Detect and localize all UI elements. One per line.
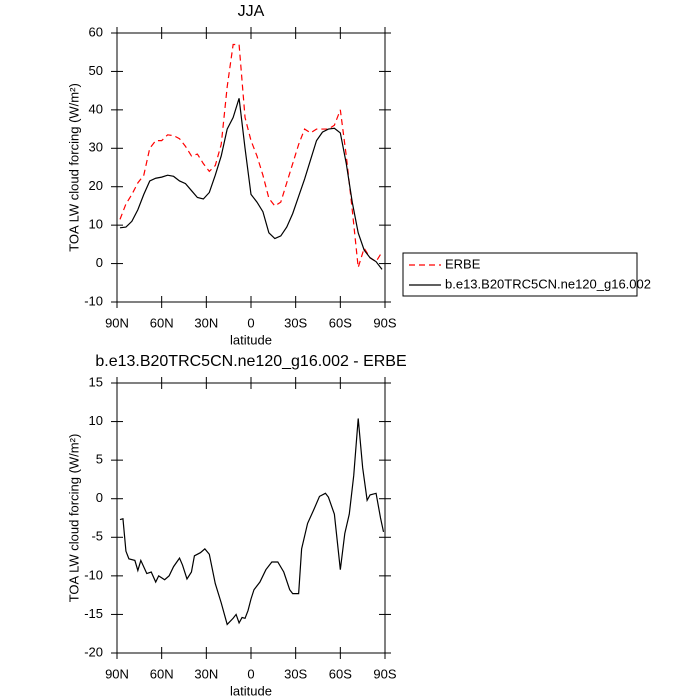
y-axis-label: TOA LW cloud forcing (W/m²): [66, 83, 81, 252]
y-tick-label: 50: [89, 63, 103, 78]
y-tick-label: 10: [89, 217, 103, 232]
x-axis-label: latitude: [230, 683, 272, 698]
x-tick-label: 90S: [373, 315, 396, 330]
y-tick-label: 60: [89, 24, 103, 39]
y-tick-label: -10: [84, 293, 103, 308]
y-tick-label: 15: [89, 374, 103, 389]
x-tick-label: 90S: [373, 666, 396, 681]
y-tick-label: -5: [91, 529, 103, 544]
plot-frame: [116, 32, 386, 303]
x-tick-label: 0: [247, 666, 254, 681]
y-tick-label: -10: [84, 567, 103, 582]
data-line: [119, 98, 383, 270]
x-tick-label: 0: [247, 315, 254, 330]
y-tick-label: -20: [84, 644, 103, 659]
x-tick-label: 60S: [329, 315, 352, 330]
y-tick-label: 0: [96, 490, 103, 505]
y-axis-label: TOA LW cloud forcing (W/m²): [66, 434, 81, 603]
y-tick-label: 0: [96, 255, 103, 270]
data-line: [119, 418, 385, 626]
x-tick-label: 60N: [150, 315, 174, 330]
legend-label: b.e13.B20TRC5CN.ne120_g16.002: [445, 276, 651, 291]
y-tick-label: 10: [89, 413, 103, 428]
y-tick-label: 5: [96, 452, 103, 467]
x-tick-label: 30S: [284, 315, 307, 330]
legend-box: [402, 252, 638, 297]
x-tick-label: 30N: [194, 315, 218, 330]
legend-label: ERBE: [445, 256, 481, 271]
x-tick-label: 60S: [329, 666, 352, 681]
chart-title: JJA: [238, 3, 265, 20]
x-tick-label: 30S: [284, 666, 307, 681]
x-axis-label: latitude: [230, 332, 272, 347]
x-tick-label: 30N: [194, 666, 218, 681]
chart-title: b.e13.B20TRC5CN.ne120_g16.002 - ERBE: [95, 353, 406, 370]
x-tick-label: 90N: [105, 315, 129, 330]
y-tick-label: 20: [89, 178, 103, 193]
y-tick-label: -15: [84, 606, 103, 621]
x-tick-label: 60N: [150, 666, 174, 681]
y-tick-label: 40: [89, 101, 103, 116]
data-line: [119, 43, 383, 268]
y-tick-label: 30: [89, 140, 103, 155]
x-tick-label: 90N: [105, 666, 129, 681]
plot-frame: [116, 382, 386, 654]
